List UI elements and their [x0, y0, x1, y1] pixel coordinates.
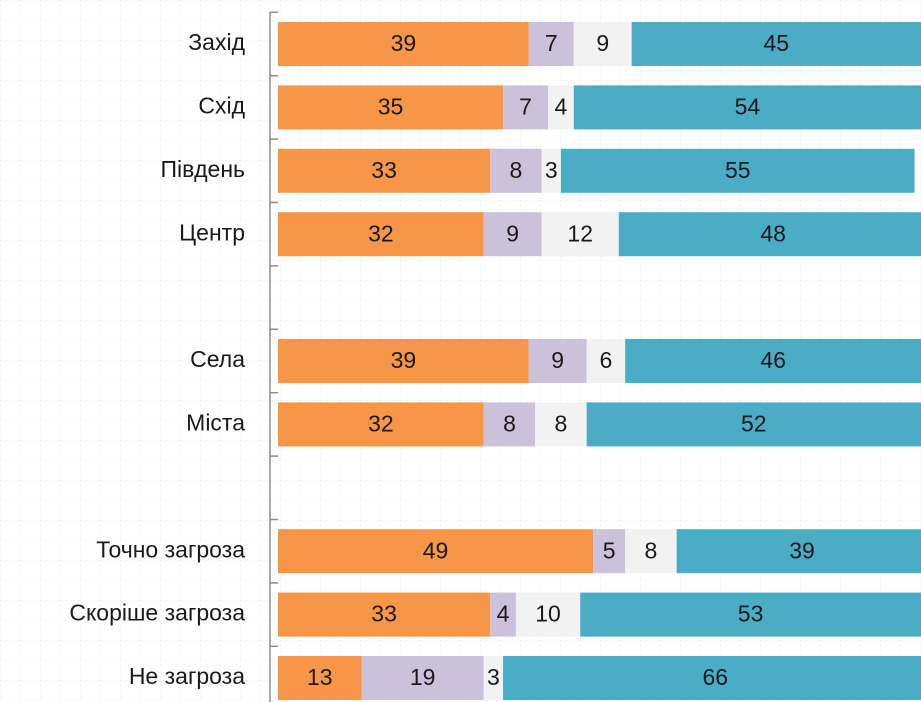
category-label: Центр — [179, 219, 245, 245]
value-label: 52 — [741, 410, 767, 436]
value-label: 19 — [410, 664, 436, 690]
value-label: 33 — [371, 601, 397, 627]
category-label: Точно загроза — [96, 536, 245, 562]
bar-segment — [490, 592, 516, 637]
value-label: 48 — [760, 220, 786, 246]
bar-segment — [676, 529, 921, 574]
value-label: 33 — [371, 157, 397, 183]
bar-segment — [541, 212, 619, 257]
bar-segment — [503, 85, 549, 130]
value-label: 7 — [545, 30, 558, 56]
value-label: 32 — [368, 410, 394, 436]
bar-segment — [593, 529, 626, 574]
bar-segment — [618, 212, 921, 257]
value-label: 66 — [702, 664, 728, 690]
value-label: 55 — [725, 157, 751, 183]
value-label: 4 — [555, 93, 568, 119]
value-label: 35 — [378, 93, 404, 119]
value-label: 8 — [555, 410, 568, 436]
value-label: 5 — [603, 537, 616, 563]
bar-segment — [541, 148, 561, 193]
bar-segment — [560, 148, 915, 193]
value-label: 8 — [645, 537, 658, 563]
value-label: 4 — [497, 601, 510, 627]
category-label: Південь — [161, 156, 246, 182]
value-label: 13 — [307, 664, 333, 690]
value-label: 8 — [503, 410, 516, 436]
bar-segment — [586, 339, 626, 383]
bar-segment — [503, 656, 921, 700]
category-label: Не загроза — [129, 663, 245, 689]
bar-segment — [361, 656, 484, 700]
bar-segment — [483, 656, 504, 700]
bar-segment — [490, 148, 542, 193]
bar-segment — [278, 212, 484, 257]
bar-segment — [515, 592, 581, 637]
value-label: 54 — [735, 93, 761, 119]
value-label: 46 — [760, 347, 786, 373]
category-label: Села — [190, 346, 245, 372]
bar-segment — [573, 85, 921, 130]
bar-segment — [278, 656, 362, 700]
bar-segment — [625, 529, 677, 574]
bar-segment — [580, 592, 921, 637]
bar-segment — [548, 85, 574, 130]
value-label: 45 — [764, 30, 790, 56]
bar-segment — [528, 339, 587, 383]
value-label: 39 — [391, 347, 417, 373]
value-label: 9 — [596, 30, 609, 56]
value-label: 3 — [487, 664, 500, 690]
category-label: Міста — [186, 409, 245, 435]
value-label: 6 — [600, 347, 613, 373]
value-label: 9 — [551, 347, 564, 373]
bar-segment — [586, 402, 921, 447]
category-label: Скоріше загроза — [69, 600, 245, 626]
value-label: 12 — [567, 220, 593, 246]
bar-segment — [631, 22, 921, 66]
bar-segment — [278, 148, 491, 193]
bar-segment — [625, 339, 921, 383]
value-label: 39 — [391, 30, 417, 56]
bar-segment — [535, 402, 587, 447]
value-label: 9 — [506, 220, 519, 246]
value-label: 32 — [368, 220, 394, 246]
bar-segment — [278, 592, 491, 637]
value-label: 8 — [510, 157, 523, 183]
value-label: 7 — [519, 93, 532, 119]
value-label: 10 — [535, 601, 561, 627]
bar-segment — [278, 85, 504, 130]
bar-segment — [483, 402, 536, 447]
bar-segment — [278, 22, 529, 66]
value-label: 3 — [545, 157, 558, 183]
bar-segment — [278, 529, 594, 574]
value-label: 53 — [738, 601, 764, 627]
bar-segment — [483, 212, 542, 257]
bar-segment — [528, 22, 574, 66]
value-label: 39 — [789, 537, 815, 563]
bar-segment — [573, 22, 632, 66]
category-label: Схід — [198, 92, 245, 118]
value-label: 49 — [423, 537, 449, 563]
category-label: Захід — [188, 29, 245, 55]
bar-segment — [278, 402, 484, 447]
bar-segment — [278, 339, 529, 383]
